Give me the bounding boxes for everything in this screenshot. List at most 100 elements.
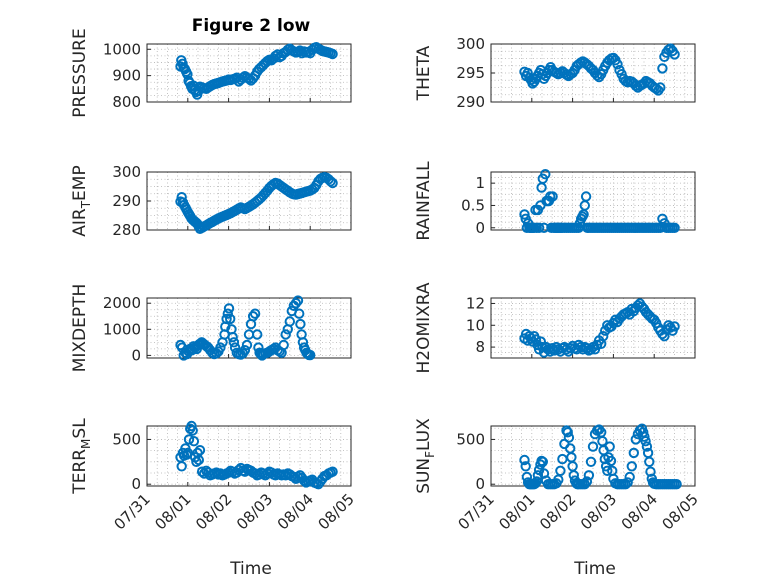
y-tick-label: 0 [475,475,485,493]
subplot-mixdepth: 0 1000 2000 MIXDEPTH [70,284,352,373]
data-point [644,456,655,467]
data-point [624,471,635,483]
y-tick-label: 300 [456,35,485,53]
data-point [520,461,531,472]
y-tick-label: 1000 [103,40,141,58]
data-point [249,308,261,319]
data-point [532,470,544,481]
data-point [638,427,649,438]
data-point [628,447,639,459]
data-point [641,441,653,452]
x-tick-label: 08/05 [315,490,358,533]
x-tick-label: 08/01 [495,490,538,533]
x-tick-label: 08/03 [233,490,276,533]
x-tick-label: 08/05 [659,490,702,533]
data-point [227,331,238,343]
data-point [186,420,197,432]
y-tick-label: 2000 [103,294,141,312]
y-tick-label: 800 [112,93,141,111]
data-point [555,465,566,476]
y-tick-label: 1000 [103,320,141,338]
data-point [645,466,656,477]
data-point [221,313,232,325]
data-point [562,427,573,438]
y-axis-label: THETA [414,45,434,101]
y-tick-label: 0 [475,219,485,237]
x-tick-label: 08/01 [151,490,194,533]
data-point [227,466,238,477]
y-tick-label: 500 [456,430,485,448]
y-tick-label: 290 [456,93,485,111]
x-tick-label: 08/02 [192,490,235,533]
y-axis-label: MIXDEPTH [70,284,90,373]
data-point [531,476,542,487]
data-point [585,456,597,467]
data-point [612,59,623,70]
data-point [622,477,633,488]
axes-border [146,43,352,103]
x-axis-label-right: Time [573,559,616,579]
data-point [669,222,680,234]
y-tick-label: 280 [112,221,141,239]
figure-title: Figure 2 low [192,16,311,36]
data-point [669,49,680,60]
data-point [215,342,226,353]
data-point [547,191,558,202]
data-point [639,431,650,442]
data-point [327,48,338,60]
y-axis-label: SUNFLUX [414,418,437,494]
y-tick-label: 300 [112,163,141,181]
data-point [530,334,542,345]
data-point [284,316,295,327]
y-tick-label: 295 [456,64,485,82]
data-point [535,336,546,347]
data-point [294,308,305,319]
data-point [605,455,617,467]
data-point [537,456,548,467]
data-point [537,341,548,353]
data-point [292,295,304,306]
data-point [327,177,338,189]
data-point [176,461,187,472]
y-tick-label: 900 [112,67,141,85]
y-axis-label: TERRMSL [70,418,93,495]
data-point [598,331,609,342]
data-point [533,222,545,234]
data-point [669,321,680,332]
x-axis-label-left: Time [229,559,272,579]
axes-border [146,425,352,487]
data-point [188,436,200,447]
x-tick-label: 08/03 [577,490,620,533]
data-point [583,470,595,481]
data-point [239,345,251,356]
axes-border [490,425,696,487]
data-point [563,432,575,443]
data-point [290,298,302,309]
data-point [222,308,234,319]
data-point [519,454,530,466]
y-tick-label: 290 [112,192,141,210]
data-point [659,331,670,342]
data-point [187,425,198,436]
y-tick-label: 8 [475,338,485,356]
data-point [580,191,592,202]
data-point [280,329,291,340]
data-point [325,176,336,187]
data-point [192,447,203,459]
data-point [252,329,263,340]
y-axis-label: PRESSURE [70,28,90,117]
data-point [241,339,253,351]
x-tick-label: 07/31 [111,490,154,533]
data-point [540,169,551,180]
data-point [604,441,615,452]
data-point [194,445,206,456]
data-point [223,303,235,314]
subplot-h2omixra: 8 10 12 H2OMIXRA [414,282,696,374]
data-point [225,313,236,325]
data-point [671,479,682,490]
y-axis-label: AIRTEMP [70,165,93,236]
data-point [196,466,208,477]
